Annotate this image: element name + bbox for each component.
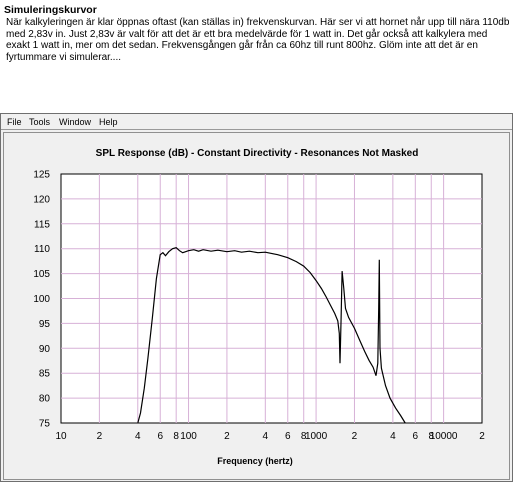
x-tick-label: 4 <box>135 431 141 442</box>
y-tick-label: 90 <box>39 344 51 355</box>
x-tick-label: 8 <box>428 431 434 442</box>
x-tick-label: 6 <box>413 431 419 442</box>
x-tick-label: 8 <box>301 431 307 442</box>
chart-title: SPL Response (dB) - Constant Directivity… <box>96 148 419 159</box>
x-tick-label: 2 <box>479 431 485 442</box>
y-tick-label: 85 <box>39 369 51 380</box>
y-tick-label: 100 <box>33 294 50 305</box>
y-axis-ticks: 125 120 115 110 105 100 95 90 85 80 75 <box>33 170 50 430</box>
y-tick-label: 110 <box>34 244 50 255</box>
y-tick-label: 75 <box>39 419 51 430</box>
x-axis-label: Frequency (hertz) <box>217 456 293 466</box>
y-tick-label: 120 <box>33 194 50 205</box>
x-tick-label: 6 <box>285 431 291 442</box>
grid <box>61 174 482 423</box>
x-tick-label: 100 <box>180 431 197 442</box>
article-section: Simuleringskurvor När kalkyleringen är k… <box>0 0 515 104</box>
menu-file[interactable]: File <box>7 117 22 127</box>
menu-tools[interactable]: Tools <box>29 117 51 127</box>
menu-window[interactable]: Window <box>59 117 92 127</box>
x-tick-label: 2 <box>352 431 358 442</box>
y-tick-label: 95 <box>39 319 51 330</box>
x-tick-label: 10000 <box>430 431 458 442</box>
y-tick-label: 125 <box>33 170 50 181</box>
y-tick-label: 115 <box>34 219 50 230</box>
article-title: Simuleringskurvor <box>4 4 97 16</box>
menu-help[interactable]: Help <box>99 117 118 127</box>
menu-bar: File Tools Window Help <box>1 114 512 130</box>
y-tick-label: 105 <box>33 269 50 280</box>
x-tick-label: 2 <box>97 431 103 442</box>
article-paragraph: När kalkyleringen är klar öppnas oftast … <box>6 17 510 63</box>
series-group <box>137 247 406 424</box>
y-tick-label: 80 <box>39 394 51 405</box>
x-tick-label: 2 <box>224 431 230 442</box>
x-tick-label: 1000 <box>305 431 328 442</box>
spl-response-chart: SPL Response (dB) - Constant Directivity… <box>33 148 485 466</box>
x-tick-label: 8 <box>173 431 179 442</box>
x-tick-label: 10 <box>55 431 67 442</box>
x-tick-label: 4 <box>263 431 269 442</box>
x-tick-label: 4 <box>390 431 396 442</box>
x-tick-label: 6 <box>157 431 163 442</box>
spl-curve <box>137 247 406 424</box>
